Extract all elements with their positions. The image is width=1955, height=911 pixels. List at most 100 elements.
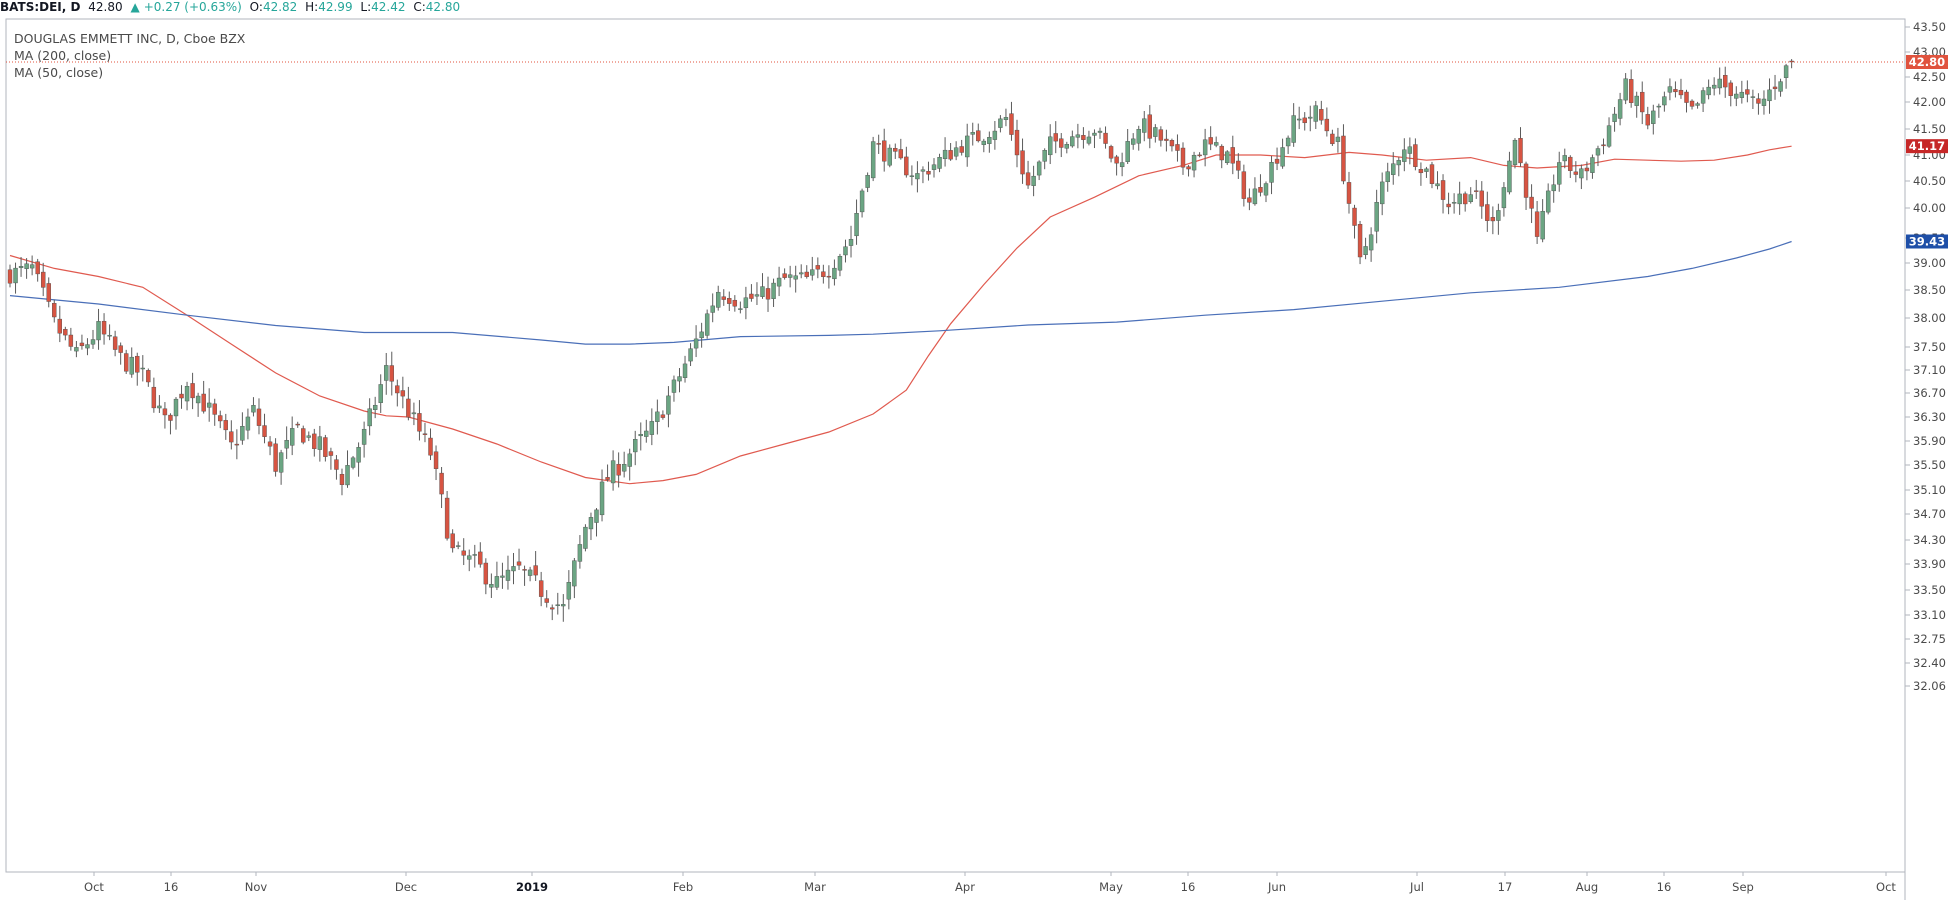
candle-body bbox=[1031, 175, 1036, 186]
candle-body bbox=[1368, 234, 1374, 251]
candle-body bbox=[1490, 217, 1496, 222]
candle-body bbox=[1285, 137, 1291, 147]
candle-body bbox=[1280, 147, 1285, 167]
candle-body bbox=[1020, 150, 1025, 175]
candle-body bbox=[732, 299, 738, 307]
x-tick-label: 16 bbox=[164, 880, 179, 894]
candle-body bbox=[1706, 86, 1711, 96]
y-tick-label: 33.50 bbox=[1913, 583, 1946, 597]
candle-body bbox=[1180, 147, 1186, 168]
candle-body bbox=[63, 329, 68, 336]
candle-body bbox=[1346, 182, 1352, 204]
candle-body bbox=[317, 436, 323, 450]
candle-body bbox=[1750, 96, 1756, 98]
candle-body bbox=[649, 421, 655, 435]
candle-body bbox=[1048, 136, 1053, 156]
candle-body bbox=[328, 451, 334, 456]
candle-body bbox=[843, 246, 848, 256]
candle-body bbox=[378, 384, 383, 403]
candle-body bbox=[550, 607, 555, 610]
candle-body bbox=[776, 277, 782, 287]
candle-body bbox=[173, 398, 179, 417]
candle-body bbox=[1247, 197, 1252, 203]
candle-body bbox=[74, 347, 79, 352]
candlesticks bbox=[7, 59, 1794, 622]
candle-body bbox=[738, 308, 743, 310]
candle-body bbox=[278, 452, 284, 473]
candle-body bbox=[256, 408, 262, 426]
open-value: 42.82 bbox=[262, 0, 298, 14]
candle-body bbox=[1640, 91, 1645, 113]
time-axis[interactable]: Oct 16 Nov Dec 2019 Feb Mar Apr May 16 Jun Jul 17 Aug… bbox=[84, 872, 1896, 894]
price-change: +0.27 (+0.63%) bbox=[143, 0, 242, 14]
candle-body bbox=[356, 447, 361, 463]
candle-body bbox=[123, 353, 129, 372]
symbol-label[interactable]: BATS:DEI, D bbox=[0, 0, 81, 14]
x-tick-label: May bbox=[1099, 880, 1123, 894]
candle-body bbox=[406, 398, 411, 418]
candle-body bbox=[1612, 113, 1617, 122]
candle-body bbox=[400, 390, 406, 397]
candle-body bbox=[882, 140, 887, 162]
candle-body bbox=[959, 146, 964, 153]
y-tick-label: 37.50 bbox=[1913, 340, 1946, 354]
candle-body bbox=[583, 526, 588, 549]
price-axis[interactable]: 43.5043.0042.5042.0041.5041.0040.5040.00… bbox=[1905, 20, 1946, 693]
candle-body bbox=[1557, 162, 1562, 185]
ma50-price-tag: 41.17 bbox=[1909, 139, 1945, 153]
candle-body bbox=[555, 604, 560, 606]
candle-body bbox=[1474, 190, 1479, 192]
y-tick-label: 40.50 bbox=[1913, 174, 1946, 188]
ma50-legend[interactable]: MA (50, close) bbox=[14, 65, 104, 80]
candle-body bbox=[1147, 114, 1152, 139]
candle-body bbox=[787, 274, 793, 278]
candle-body bbox=[489, 584, 494, 588]
candle-body bbox=[633, 439, 638, 453]
candle-body bbox=[1496, 210, 1501, 221]
candle-body bbox=[1003, 117, 1009, 120]
candle-body bbox=[1634, 95, 1639, 106]
candle-body bbox=[206, 402, 212, 408]
candle-body bbox=[920, 169, 926, 172]
x-tick-label: Jun bbox=[1267, 880, 1286, 894]
candle-body bbox=[267, 441, 273, 447]
candle-body bbox=[599, 481, 605, 516]
candle-body bbox=[682, 363, 688, 378]
chart-title[interactable]: DOUGLAS EMMETT INC, D, Cboe BZX bbox=[14, 31, 246, 46]
y-tick-label: 32.75 bbox=[1913, 632, 1946, 646]
candle-body bbox=[1202, 139, 1208, 156]
candle-body bbox=[1103, 132, 1108, 144]
candle-body bbox=[494, 576, 500, 588]
candle-body bbox=[79, 342, 85, 347]
candle-body bbox=[992, 130, 998, 140]
candle-body bbox=[1363, 246, 1368, 256]
candle-body bbox=[168, 414, 173, 421]
x-tick-label: Aug bbox=[1576, 880, 1598, 894]
candle-body bbox=[1667, 86, 1673, 93]
ma200-legend[interactable]: MA (200, close) bbox=[14, 48, 112, 63]
candle-body bbox=[1025, 172, 1031, 186]
candle-body bbox=[1424, 168, 1429, 172]
candle-body bbox=[942, 149, 948, 160]
candle-body bbox=[1695, 103, 1700, 106]
candle-body bbox=[898, 149, 904, 159]
candle-body bbox=[693, 338, 699, 349]
candle-body bbox=[1512, 139, 1518, 165]
candle-body bbox=[384, 365, 389, 381]
candle-body bbox=[1590, 157, 1595, 173]
candle-body bbox=[1540, 210, 1545, 240]
candle-body bbox=[627, 453, 632, 467]
candle-body bbox=[815, 265, 821, 270]
candle-body bbox=[1479, 190, 1484, 207]
candle-body bbox=[749, 293, 754, 299]
candle-body bbox=[616, 463, 621, 476]
candle-body bbox=[478, 551, 483, 565]
y-tick-label: 38.00 bbox=[1913, 311, 1946, 325]
candle-body bbox=[1523, 163, 1529, 198]
candle-body bbox=[1042, 150, 1047, 162]
candle-body bbox=[970, 132, 975, 135]
candle-body bbox=[1391, 163, 1396, 175]
candle-body bbox=[572, 560, 577, 587]
candle-body bbox=[1291, 115, 1296, 143]
